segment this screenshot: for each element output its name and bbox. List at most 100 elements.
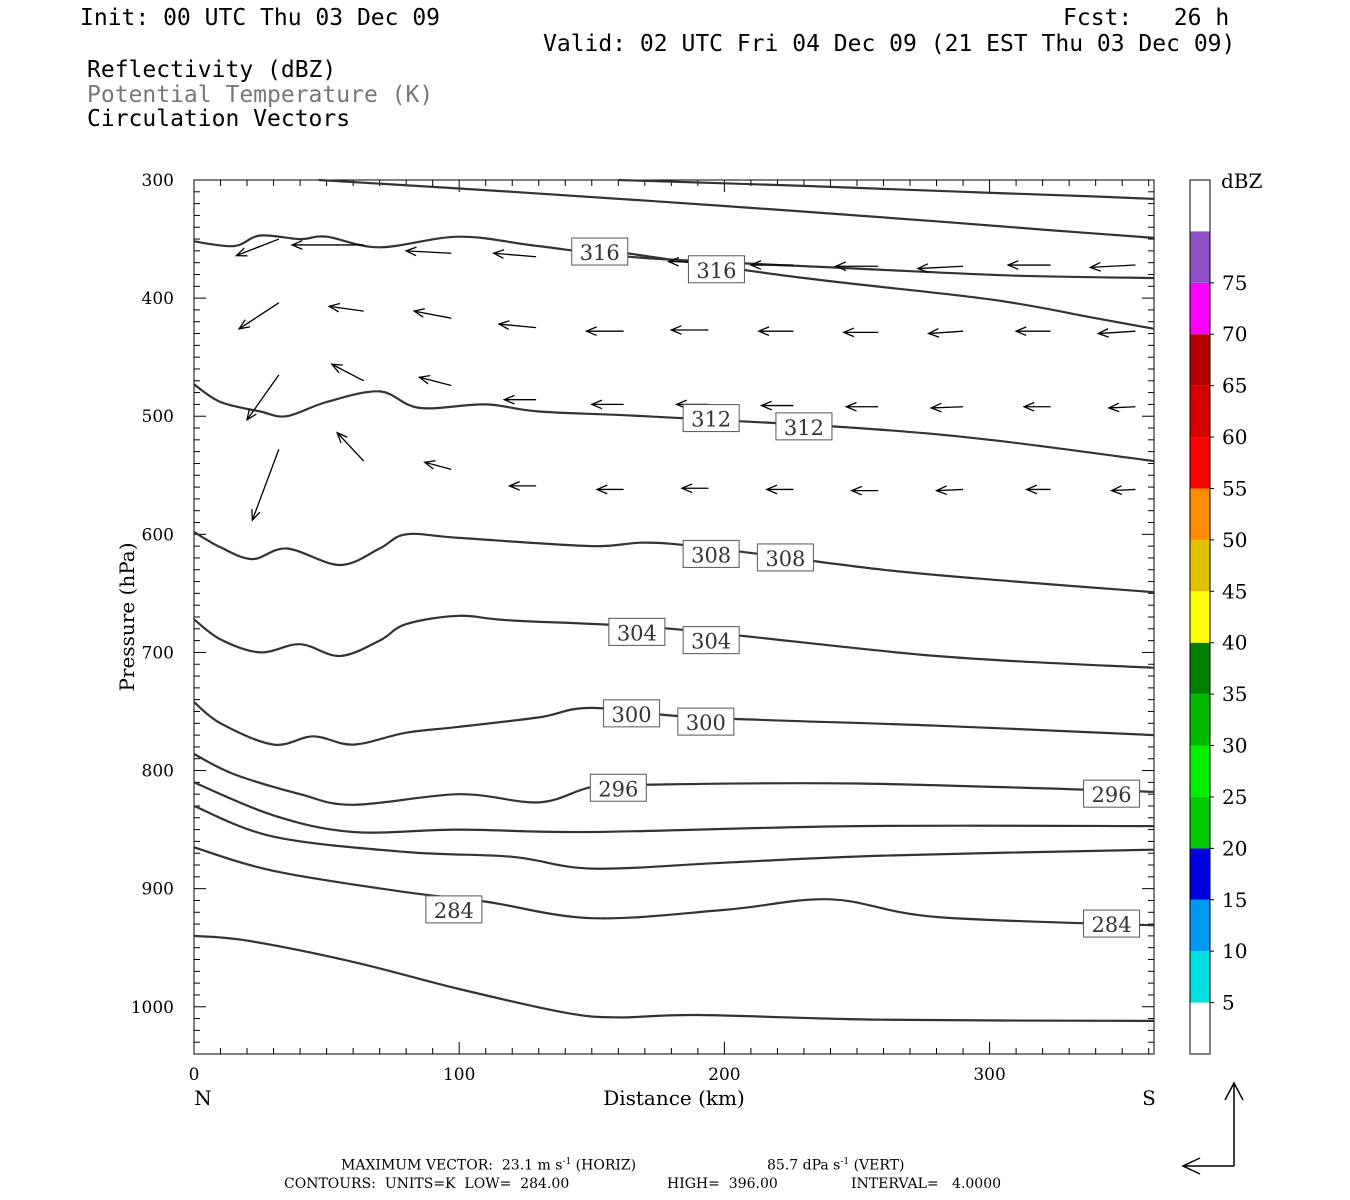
circulation-vector bbox=[246, 374, 280, 421]
circulation-vector bbox=[251, 449, 280, 521]
colorbar-swatch bbox=[1190, 437, 1210, 489]
valid-time: Valid: 02 UTC Fri 04 Dec 09 (21 EST Thu … bbox=[543, 31, 1236, 57]
vector-arrowhead bbox=[246, 408, 257, 422]
field-potential-temperature: Potential Temperature (K) bbox=[87, 82, 434, 108]
colorbar-tick-label: 5 bbox=[1222, 991, 1235, 1015]
y-tick-label: 1000 bbox=[131, 998, 174, 1018]
vector-arrowhead bbox=[1022, 401, 1035, 412]
vector-arrowhead bbox=[850, 485, 863, 496]
colorbar-tick-label: 25 bbox=[1222, 785, 1247, 809]
footer-max-vector: MAXIMUM VECTOR: 23.1 m s-1 (HORIZ) bbox=[341, 1157, 636, 1174]
vector-arrowhead bbox=[667, 256, 680, 267]
contour-label: 296 bbox=[598, 777, 638, 801]
contour-label-box bbox=[677, 707, 735, 736]
contour-label-box bbox=[608, 617, 666, 646]
theta-contour-line bbox=[193, 531, 1155, 594]
y-tick-label: 500 bbox=[142, 407, 174, 427]
vector-arrowhead bbox=[1088, 262, 1101, 272]
footer-interval: INTERVAL= 4.0000 bbox=[851, 1176, 1001, 1192]
colorbar-swatch bbox=[1190, 745, 1210, 797]
vector-arrowhead bbox=[926, 327, 940, 338]
high-value: 396.00 bbox=[728, 1176, 778, 1192]
x-axis-title: Distance (km) bbox=[603, 1086, 745, 1110]
vector-arrowhead bbox=[330, 363, 343, 374]
vector-arrowhead bbox=[417, 374, 431, 385]
vert-max-value: 85.7 dPa s bbox=[767, 1157, 841, 1174]
colorbar-swatch bbox=[1190, 899, 1210, 952]
y-axis-title: Pressure (hPa) bbox=[115, 543, 139, 692]
init-time: Init: 00 UTC Thu 03 Dec 09 bbox=[80, 5, 441, 31]
vector-arrowhead bbox=[842, 327, 855, 338]
vert-exp: -1 bbox=[840, 1157, 850, 1167]
vector-arrowhead bbox=[595, 484, 608, 495]
colorbar-tick-label: 40 bbox=[1222, 631, 1247, 655]
contour-label-box bbox=[775, 412, 833, 441]
circulation-vector bbox=[413, 310, 452, 319]
vector-arrowhead bbox=[237, 319, 251, 330]
x-tick-label: 300 bbox=[973, 1065, 1005, 1085]
colorbar-border bbox=[1189, 179, 1211, 1055]
y-tick-label: 700 bbox=[142, 643, 174, 663]
contour-label: 296 bbox=[1092, 783, 1132, 807]
colorbar-swatch bbox=[1190, 642, 1210, 695]
circulation-vector bbox=[236, 238, 280, 257]
vector-arrowhead bbox=[916, 263, 929, 273]
vector-arrowhead bbox=[1006, 260, 1019, 270]
theta-contours bbox=[193, 178, 1155, 1022]
contour-labels: 316 316 312 312 308 308 304 304 300 300 296 296 284 2… bbox=[425, 237, 1141, 938]
contour-label: 312 bbox=[784, 416, 824, 440]
vector-arrowhead bbox=[1014, 326, 1027, 337]
contour-label-box bbox=[756, 543, 814, 572]
circulation-vector bbox=[917, 265, 964, 270]
colorbar-tick-label: 35 bbox=[1222, 682, 1247, 706]
contours-units: UNITS=K bbox=[384, 1176, 456, 1192]
vector-arrowhead bbox=[251, 509, 261, 522]
high-label: HIGH= bbox=[667, 1176, 720, 1192]
contour-label: 304 bbox=[617, 621, 657, 645]
theta-contour-line bbox=[193, 383, 1155, 463]
contour-label-box bbox=[589, 773, 647, 802]
footer-contours: CONTOURS: UNITS=K LOW= 284.00 bbox=[284, 1176, 569, 1192]
colorbar-tick-label: 65 bbox=[1222, 374, 1247, 398]
circulation-vector bbox=[329, 305, 364, 312]
footer-max-vert: 85.7 dPa s-1 (VERT) bbox=[767, 1157, 904, 1174]
circulation-vector bbox=[493, 252, 537, 258]
vector-arrowhead bbox=[1025, 484, 1038, 495]
theta-contour-line bbox=[193, 234, 1155, 280]
colorbar-swatch bbox=[1190, 694, 1210, 746]
contour-label-box bbox=[682, 539, 740, 568]
vector-arrowhead bbox=[234, 247, 248, 257]
colorbar-tick-label: 45 bbox=[1222, 579, 1247, 603]
x-axis: 0 100 200 300 bbox=[189, 1065, 1006, 1085]
contour-label-box bbox=[603, 699, 661, 728]
y-tick-label: 800 bbox=[142, 762, 174, 782]
x-end-label-north: N bbox=[194, 1086, 212, 1110]
x-tick-label: 100 bbox=[443, 1065, 475, 1085]
colorbar-swatch bbox=[1190, 385, 1210, 438]
colorbar: 5 10 15 20 25 30 35 40 45 50 55 60 65 70 75 bbox=[1189, 179, 1247, 1055]
colorbar-tick-label: 70 bbox=[1222, 322, 1247, 346]
vector-arrowhead bbox=[492, 249, 505, 259]
theta-contour-line bbox=[193, 614, 1155, 669]
circulation-vector bbox=[331, 363, 365, 382]
colorbar-tick-label: 55 bbox=[1222, 476, 1247, 500]
low-value: 284.00 bbox=[520, 1176, 570, 1192]
y-axis: 300 400 500 600 700 800 900 1000 bbox=[131, 171, 174, 1018]
theta-contour-line bbox=[193, 934, 1155, 1022]
footer-high: HIGH= 396.00 bbox=[667, 1176, 778, 1192]
vector-arrowhead bbox=[1107, 402, 1120, 413]
theta-contour-line bbox=[193, 804, 1155, 870]
theta-contour-line bbox=[193, 846, 1155, 927]
circulation-vector bbox=[498, 323, 537, 329]
circulation-vector bbox=[931, 406, 964, 409]
colorbar-tick-label: 20 bbox=[1222, 836, 1247, 860]
colorbar-swatch bbox=[1190, 488, 1210, 540]
contour-label: 300 bbox=[686, 711, 726, 735]
colorbar-tick-label: 75 bbox=[1222, 271, 1247, 295]
y-tick-label: 600 bbox=[142, 525, 174, 545]
circulation-vector bbox=[336, 432, 365, 462]
theta-contour-line bbox=[193, 781, 1155, 834]
contour-label: 284 bbox=[434, 899, 474, 923]
contour-label: 308 bbox=[765, 547, 805, 571]
colorbar-tick-label: 10 bbox=[1222, 939, 1247, 963]
